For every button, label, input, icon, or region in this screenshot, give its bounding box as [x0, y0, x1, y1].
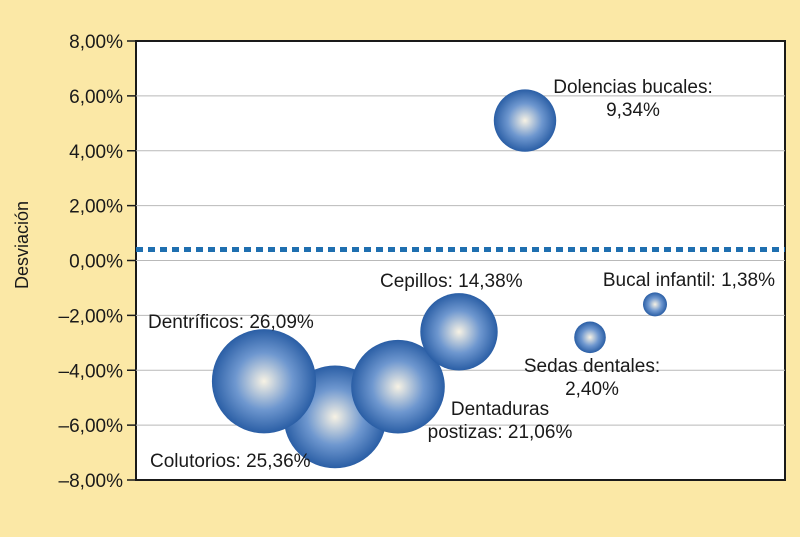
bubble-label: Dolencias bucales: 9,34% [553, 77, 712, 121]
y-tick-label: –2,00% [59, 306, 124, 327]
y-tick-label: 8,00% [69, 32, 123, 53]
bubble-label: Cepillos: 14,38% [380, 271, 523, 292]
bubbles [211, 89, 667, 469]
bubble [351, 339, 445, 434]
bubble-label: Dentríficos: 26,09% [148, 312, 314, 333]
bubble [420, 293, 498, 371]
y-tick-label: –6,00% [59, 416, 124, 437]
bubble [574, 321, 606, 354]
bubble [493, 89, 557, 152]
y-tick-label: –8,00% [59, 471, 124, 492]
bubble [211, 329, 317, 434]
y-tick-label: 2,00% [69, 197, 123, 218]
y-tick-label: 6,00% [69, 87, 123, 108]
bubble [643, 292, 667, 317]
y-tick-label: 4,00% [69, 142, 123, 163]
y-axis-title: Desviación [12, 201, 32, 289]
bubble-label: Bucal infantil: 1,38% [603, 270, 775, 291]
y-axis: 8,00% 6,00% 4,00% 2,00% 0,00% –2,00% –4,00% –6,… [59, 32, 136, 492]
bubble-labels: Colutorios: 25,36% Dentríficos: 26,09% Den… [148, 77, 775, 472]
y-tick-label: 0,00% [69, 252, 123, 273]
bubble-label: Sedas dentales: 2,40% [524, 356, 660, 400]
y-tick-label: –4,00% [59, 361, 124, 382]
bubble-label: Colutorios: 25,36% [150, 451, 311, 472]
bubble-label: Dentaduras postizas: 21,06% [428, 399, 573, 443]
